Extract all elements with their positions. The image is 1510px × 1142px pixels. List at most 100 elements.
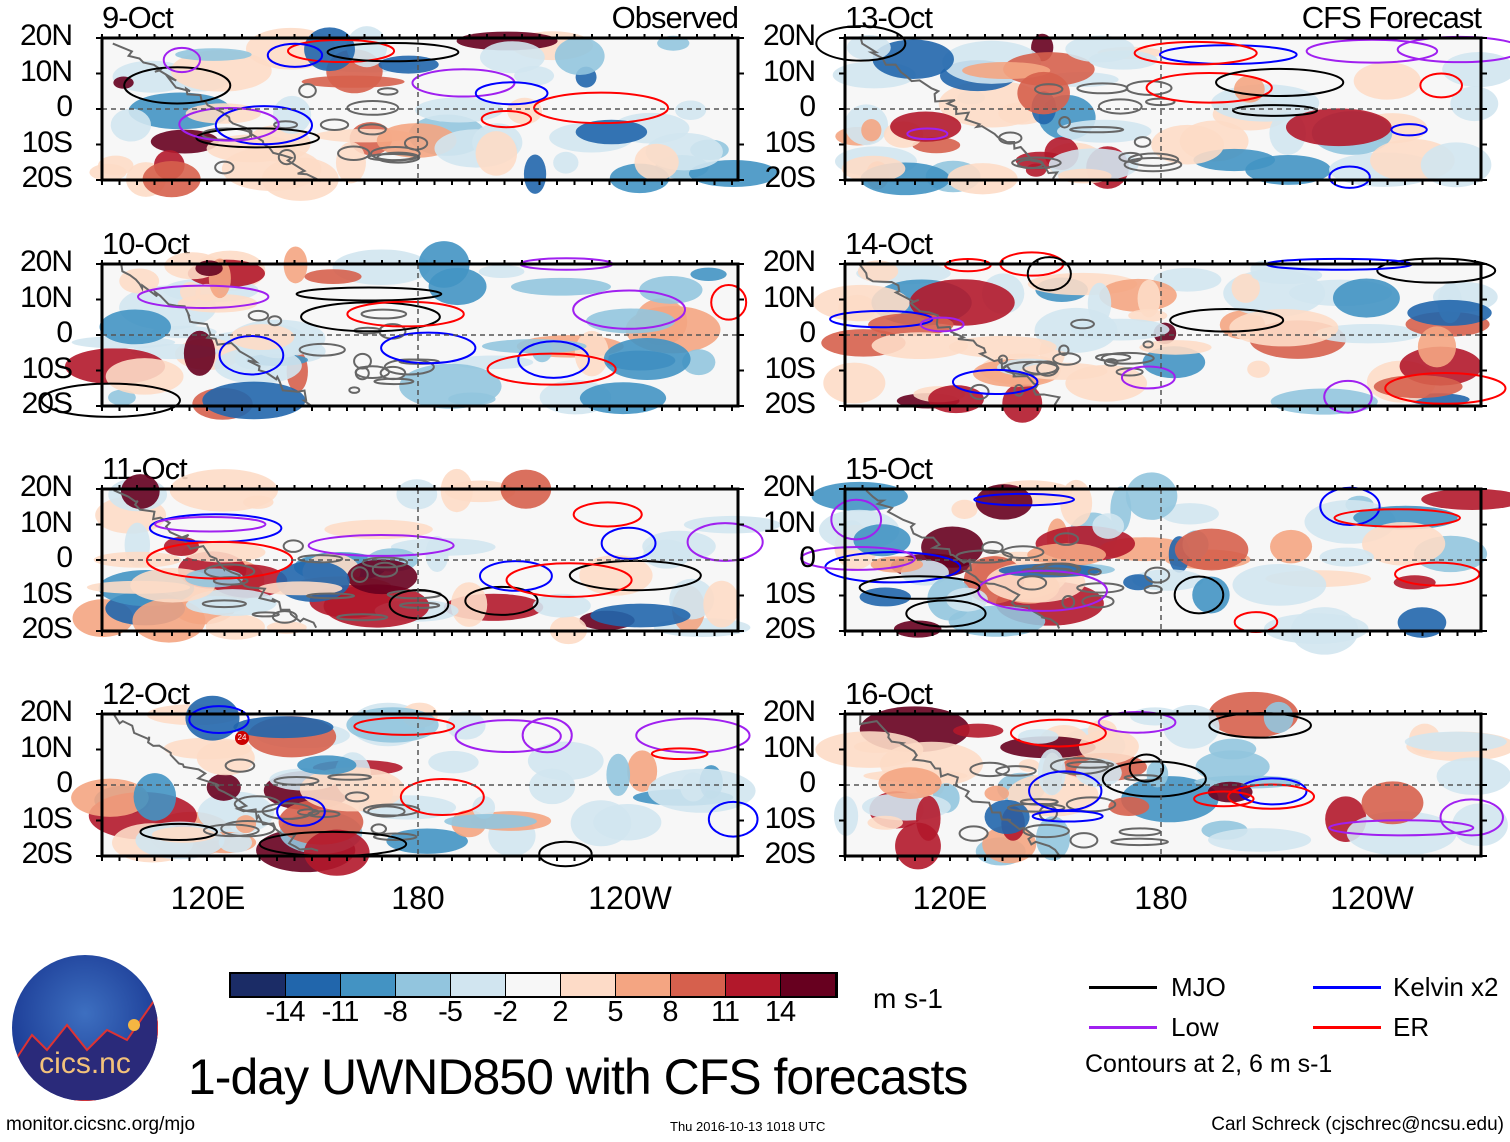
coastline bbox=[298, 83, 317, 99]
coastline bbox=[113, 714, 319, 852]
contour-line bbox=[919, 316, 965, 333]
coastline bbox=[251, 611, 280, 618]
wind-anomaly-region bbox=[1229, 309, 1339, 347]
legend-swatch-mjo bbox=[1089, 986, 1157, 989]
contour-line bbox=[1394, 561, 1481, 587]
wind-anomaly-region bbox=[299, 767, 405, 812]
footer-timestamp: Thu 2016-10-13 1018 UTC bbox=[670, 1119, 826, 1134]
lat-label: 10N bbox=[19, 54, 73, 88]
wind-anomaly-region bbox=[1231, 273, 1260, 303]
wind-anomaly-region bbox=[1362, 521, 1446, 566]
contour-line bbox=[650, 747, 709, 761]
lat-label: 10N bbox=[19, 730, 73, 764]
map-canvas bbox=[799, 472, 1510, 655]
wind-anomaly-region bbox=[984, 785, 1010, 802]
wind-anomaly-region bbox=[853, 524, 911, 557]
coastline bbox=[346, 100, 400, 116]
colorbar-label: 2 bbox=[552, 996, 568, 1028]
wind-anomaly-region bbox=[1436, 757, 1510, 796]
coastline bbox=[1022, 823, 1070, 839]
contour-line bbox=[600, 526, 657, 560]
lat-label: 10S bbox=[21, 125, 73, 159]
lat-label: 10S bbox=[21, 801, 73, 835]
contour-line bbox=[1384, 371, 1507, 405]
coastline bbox=[1034, 83, 1064, 96]
contour-line bbox=[40, 382, 181, 418]
wind-anomaly-region bbox=[627, 750, 658, 792]
contour-line bbox=[1390, 123, 1428, 137]
lat-label: 20N bbox=[762, 245, 816, 278]
lat-label: 20N bbox=[762, 19, 816, 52]
contour-line bbox=[572, 501, 643, 528]
wind-anomaly-region bbox=[99, 309, 171, 345]
wind-anomaly-region bbox=[196, 740, 255, 776]
column-label: CFS Forecast bbox=[1301, 0, 1482, 35]
coastline bbox=[1066, 760, 1115, 769]
contour-line bbox=[799, 545, 916, 571]
map-canvas bbox=[815, 691, 1510, 870]
coastline bbox=[1042, 562, 1082, 576]
wind-anomaly-region bbox=[1035, 816, 1071, 861]
contour-line bbox=[1439, 798, 1504, 837]
wind-anomaly-region bbox=[953, 723, 1004, 738]
wind-anomaly-region bbox=[93, 551, 182, 568]
coastline bbox=[376, 87, 399, 96]
lat-label: 20S bbox=[764, 612, 816, 645]
coastline bbox=[1110, 837, 1169, 847]
wind-anomaly-region bbox=[984, 799, 1030, 834]
coastline bbox=[357, 123, 387, 136]
wind-anomaly-region bbox=[1146, 760, 1169, 788]
wind-anomaly-region bbox=[304, 269, 362, 285]
coastline bbox=[220, 819, 276, 838]
wind-anomaly-region bbox=[867, 815, 903, 830]
wind-anomaly-region bbox=[878, 767, 942, 799]
wind-anomaly-region bbox=[450, 582, 488, 627]
wind-anomaly-region bbox=[675, 100, 707, 121]
colorbar-swatch bbox=[561, 974, 616, 996]
colorbar-label: 14 bbox=[764, 996, 796, 1028]
coastline bbox=[860, 39, 1060, 180]
lon-label-120w: 120W bbox=[1330, 880, 1414, 916]
wind-anomaly-region bbox=[1174, 528, 1249, 571]
wind-anomaly-region bbox=[554, 37, 605, 76]
coastline bbox=[1103, 358, 1119, 367]
contour-line bbox=[568, 559, 702, 592]
wind-anomaly-region bbox=[170, 50, 272, 92]
contour-line bbox=[139, 822, 218, 841]
lat-label: 20S bbox=[764, 161, 816, 194]
wind-anomaly-region bbox=[575, 119, 648, 145]
contour-line bbox=[486, 352, 617, 386]
column-label: Observed bbox=[611, 0, 739, 35]
coastline bbox=[1011, 156, 1062, 170]
coastline bbox=[361, 556, 409, 569]
wind-anomaly-region bbox=[1263, 613, 1369, 644]
wind-anomaly-region bbox=[948, 605, 1046, 637]
lon-label-120e: 120E bbox=[170, 880, 246, 916]
map-canvas bbox=[89, 26, 778, 201]
colorbar bbox=[229, 972, 838, 998]
coastline bbox=[1076, 82, 1129, 95]
coastline bbox=[298, 342, 346, 357]
contour-line bbox=[474, 81, 549, 106]
contour-line bbox=[1120, 365, 1176, 390]
coastline bbox=[1115, 367, 1144, 377]
colorbar-label: -5 bbox=[438, 996, 463, 1028]
wind-anomaly-region bbox=[606, 753, 631, 797]
map-panel: 14-Oct 20N 10N 0 10S 20S bbox=[763, 226, 1507, 423]
coastline bbox=[1097, 98, 1143, 115]
wind-anomaly-region bbox=[1417, 326, 1457, 368]
wind-anomaly-region bbox=[1125, 472, 1178, 520]
lat-label: 10N bbox=[762, 730, 816, 764]
contour-line bbox=[951, 368, 1039, 396]
contour-line bbox=[276, 796, 326, 827]
lat-label: 20N bbox=[762, 470, 816, 503]
colorbar-label: 5 bbox=[607, 996, 623, 1028]
coastline bbox=[1133, 136, 1152, 148]
lat-label: 0 bbox=[799, 90, 816, 123]
coastline bbox=[1100, 351, 1155, 365]
wind-anomaly-region bbox=[657, 35, 690, 51]
wind-anomaly-region bbox=[446, 711, 486, 740]
coastline bbox=[1123, 156, 1183, 173]
panel-date: 16-Oct bbox=[845, 676, 933, 711]
coastline bbox=[267, 315, 283, 327]
